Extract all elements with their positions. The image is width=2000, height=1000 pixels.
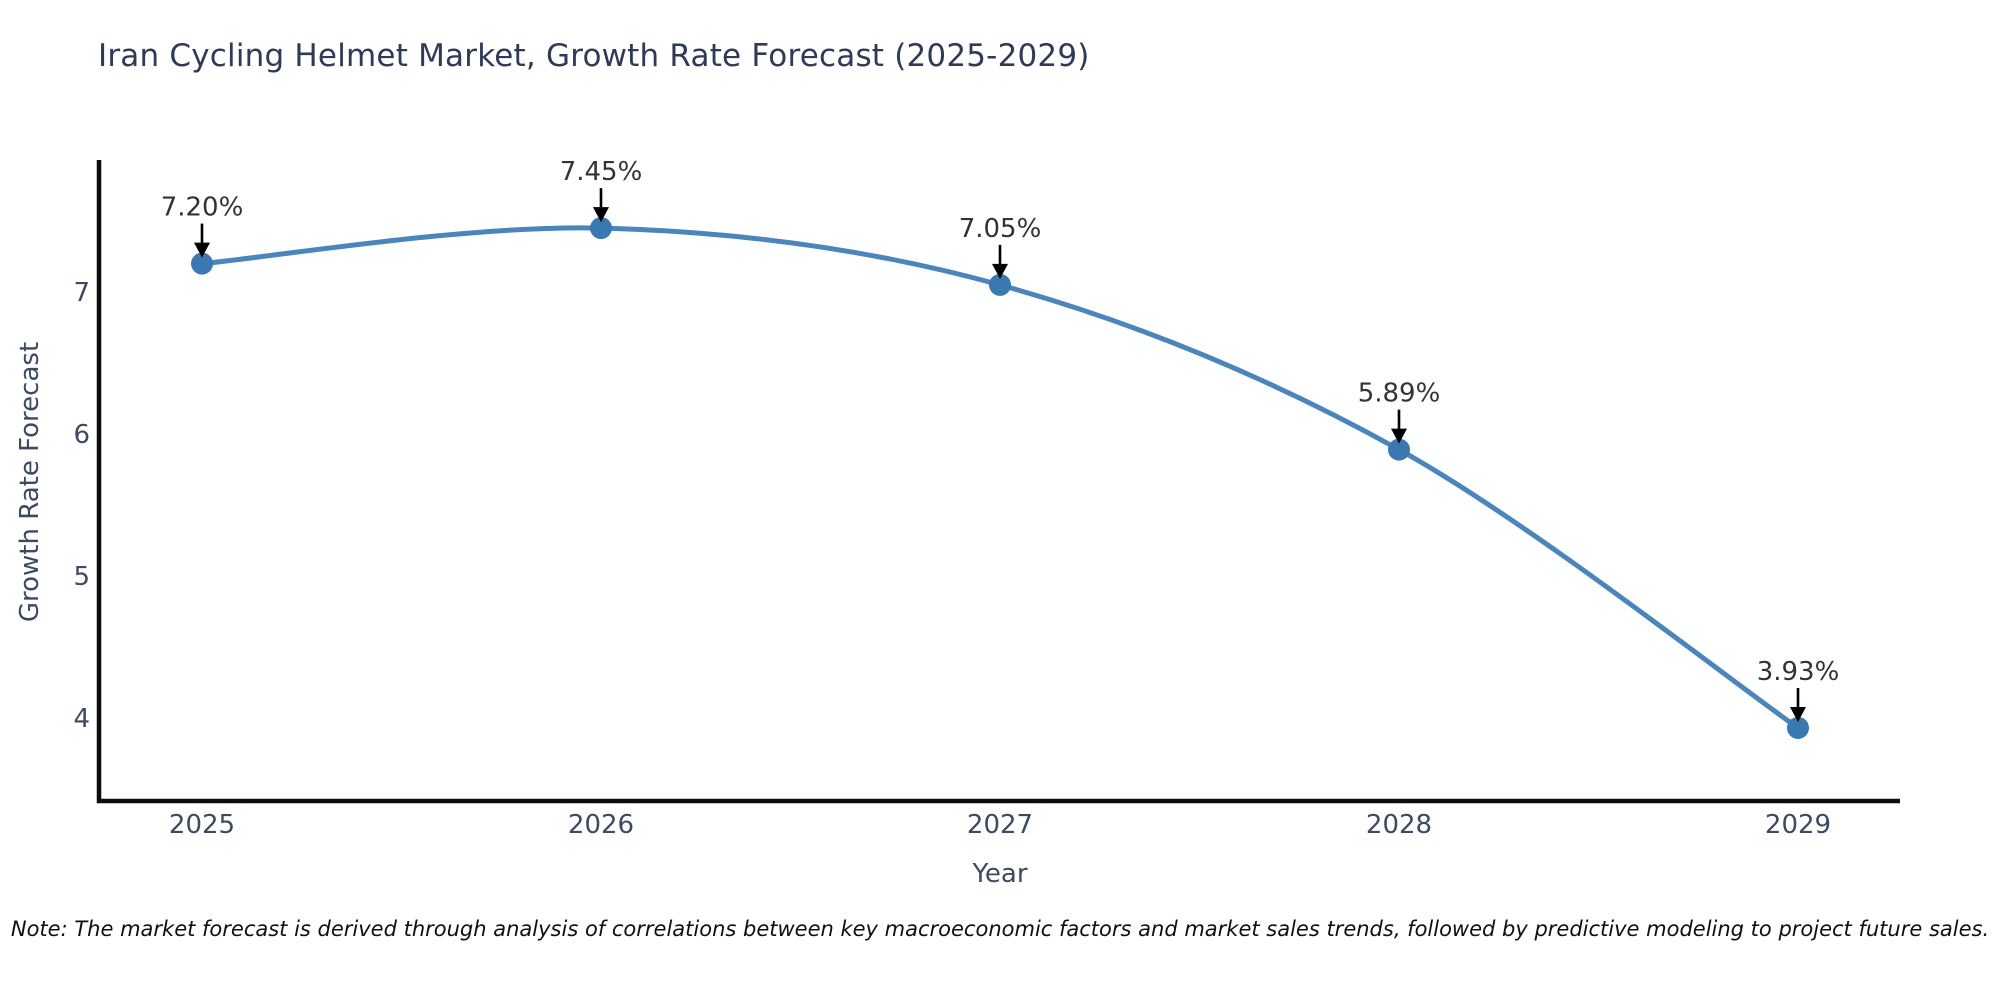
annotation-arrow-head xyxy=(593,207,609,223)
annotation-arrow-head xyxy=(1391,428,1407,444)
y-tick-label: 7 xyxy=(73,278,90,308)
y-tick-label: 4 xyxy=(73,704,90,734)
footnote: Note: The market forecast is derived thr… xyxy=(10,917,1990,941)
y-axis-title: Growth Rate Forecast xyxy=(15,341,45,623)
x-tick-label: 2028 xyxy=(1366,810,1432,840)
data-point-label: 7.05% xyxy=(959,214,1042,244)
annotation-arrow-head xyxy=(194,242,210,258)
data-point-label: 7.20% xyxy=(161,193,244,223)
data-point-label: 3.93% xyxy=(1757,657,1840,687)
data-point-label: 5.89% xyxy=(1358,379,1441,409)
x-tick-label: 2029 xyxy=(1765,810,1831,840)
data-point xyxy=(989,273,1011,296)
data-point xyxy=(1388,438,1410,461)
annotation-arrow-head xyxy=(992,263,1008,279)
data-point-label: 7.45% xyxy=(560,157,643,187)
data-point xyxy=(191,252,213,275)
chart-title: Iran Cycling Helmet Market, Growth Rate … xyxy=(98,38,1090,74)
data-point xyxy=(1787,716,1809,739)
data-point xyxy=(590,217,612,240)
x-tick-label: 2027 xyxy=(967,810,1033,840)
y-tick-label: 6 xyxy=(73,420,90,450)
y-tick-label: 5 xyxy=(73,562,90,592)
x-tick-label: 2026 xyxy=(568,810,634,840)
annotation-arrow-head xyxy=(1790,706,1806,722)
forecast-line xyxy=(199,225,1801,731)
x-tick-label: 2025 xyxy=(169,810,235,840)
x-axis-title: Year xyxy=(972,859,1028,889)
